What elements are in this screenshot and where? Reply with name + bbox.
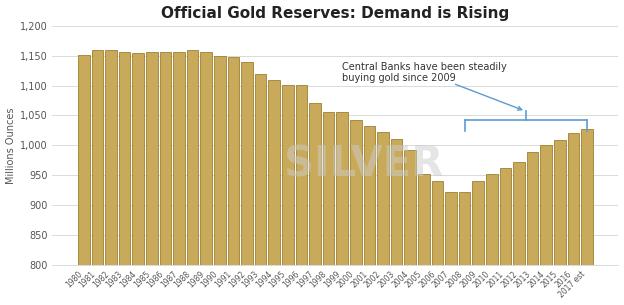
Bar — [581, 129, 593, 265]
Bar — [241, 62, 253, 265]
Bar — [500, 168, 511, 265]
Bar — [445, 192, 457, 265]
Text: SILVER: SILVER — [284, 143, 444, 185]
Bar — [540, 145, 552, 265]
Bar — [418, 174, 429, 265]
Bar — [554, 141, 565, 265]
Bar — [432, 181, 443, 265]
Bar — [377, 132, 389, 265]
Bar — [323, 113, 334, 265]
Bar — [404, 150, 416, 265]
Bar — [214, 56, 226, 265]
Bar — [119, 52, 130, 265]
Bar — [391, 139, 402, 265]
Bar — [228, 57, 239, 265]
Bar — [132, 53, 144, 265]
Bar — [568, 133, 579, 265]
Bar — [173, 52, 185, 265]
Bar — [472, 181, 484, 265]
Bar — [160, 52, 171, 265]
Bar — [200, 52, 212, 265]
Bar — [255, 74, 266, 265]
Bar — [350, 120, 361, 265]
Bar — [296, 85, 307, 265]
Bar — [527, 152, 539, 265]
Bar — [336, 113, 348, 265]
Title: Official Gold Reserves: Demand is Rising: Official Gold Reserves: Demand is Rising — [161, 5, 510, 20]
Text: Central Banks have been steadily
buying gold since 2009: Central Banks have been steadily buying … — [342, 62, 522, 110]
Y-axis label: Millions Ounces: Millions Ounces — [6, 107, 16, 184]
Bar — [268, 80, 280, 265]
Bar — [364, 126, 375, 265]
Bar — [78, 55, 90, 265]
Bar — [105, 50, 117, 265]
Bar — [486, 174, 497, 265]
Bar — [146, 52, 158, 265]
Bar — [187, 50, 198, 265]
Bar — [310, 103, 321, 265]
Bar — [92, 50, 103, 265]
Bar — [282, 85, 293, 265]
Bar — [513, 162, 525, 265]
Bar — [459, 192, 470, 265]
